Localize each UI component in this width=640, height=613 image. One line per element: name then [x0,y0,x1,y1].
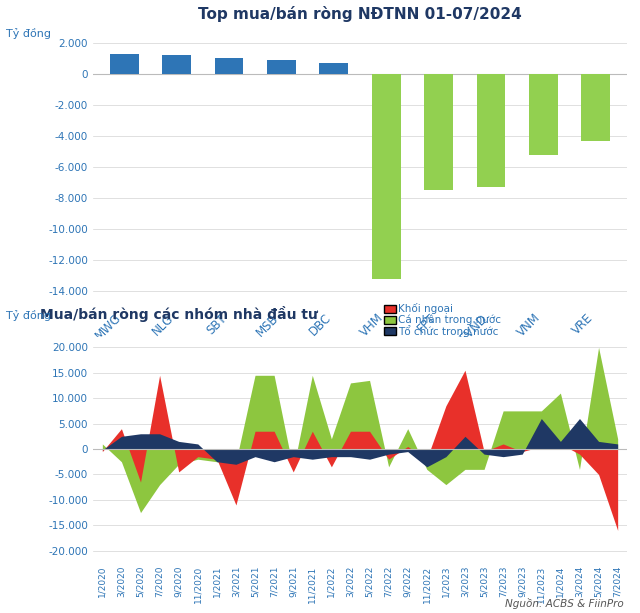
Text: Khối ngoại: Khối ngoại [398,303,453,314]
Bar [581,74,610,141]
Bar [529,74,558,154]
Bar [477,74,506,187]
Title: Top mua/bán ròng NĐTNN 01-07/2024: Top mua/bán ròng NĐTNN 01-07/2024 [198,6,522,22]
Bar [319,63,348,74]
Bar [267,60,296,74]
Text: Cá nhân trong nước: Cá nhân trong nước [398,314,501,326]
Text: Tỷ đồng: Tỷ đồng [6,310,51,321]
Bar [162,55,191,74]
Text: Mua/bán ròng các nhóm nhà đầu tư: Mua/bán ròng các nhóm nhà đầu tư [40,306,318,322]
Bar [372,74,401,278]
Text: Nguồn: ACBS & FiinPro: Nguồn: ACBS & FiinPro [505,598,624,609]
Text: Tổ chức trong nước: Tổ chức trong nước [398,325,499,337]
Text: Tỷ đồng: Tỷ đồng [6,28,51,39]
Bar [214,58,243,74]
Bar [110,54,139,74]
Bar [424,74,453,190]
